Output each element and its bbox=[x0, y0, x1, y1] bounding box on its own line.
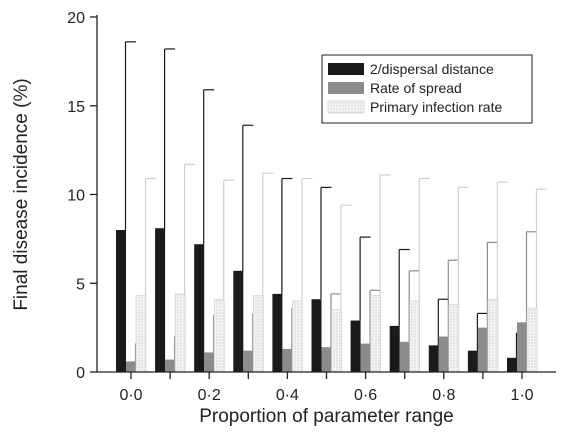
bar-0-10 bbox=[507, 357, 517, 372]
bar-0-2 bbox=[194, 244, 205, 372]
x-tick-label: 0·6 bbox=[354, 387, 377, 404]
bar-0-0 bbox=[116, 230, 126, 372]
x-axis-title: Proportion of parameter range bbox=[199, 406, 454, 427]
x-tick-label: 0·0 bbox=[119, 387, 142, 404]
bar-2-0 bbox=[135, 295, 147, 373]
x-tick-label: 0·8 bbox=[432, 387, 455, 404]
bar-2-7 bbox=[409, 300, 421, 373]
bar-1-9 bbox=[477, 327, 488, 372]
bar-1-8 bbox=[438, 336, 449, 372]
bar-2-10 bbox=[526, 307, 538, 373]
bar-0-6 bbox=[350, 320, 361, 372]
y-axis-title: Final disease incidence (%) bbox=[11, 78, 32, 310]
bar-2-3 bbox=[253, 295, 264, 373]
y-tick-label: 20 bbox=[67, 10, 85, 27]
bar-0-4 bbox=[272, 293, 283, 372]
bar-2-6 bbox=[370, 295, 381, 373]
bar-0-1 bbox=[155, 228, 166, 372]
bar-1-7 bbox=[399, 341, 410, 372]
bars-layer bbox=[116, 41, 547, 373]
bar-0-8 bbox=[428, 345, 439, 372]
bar-2-1 bbox=[174, 293, 186, 373]
legend: 2/dispersal distance Rate of spread Primar… bbox=[321, 54, 533, 124]
y-tick-label: 10 bbox=[67, 188, 85, 205]
bar-2-2 bbox=[213, 298, 225, 373]
bar-1-6 bbox=[360, 343, 371, 372]
bar-1-3 bbox=[243, 350, 254, 372]
bar-1-0 bbox=[126, 361, 136, 372]
bar-0-5 bbox=[311, 299, 322, 372]
bar-1-1 bbox=[165, 359, 176, 372]
labels-layer: 0 5 10 15 20 0·0 0·2 0·4 0·6 0·8 1·0 bbox=[67, 10, 533, 404]
bar-0-9 bbox=[467, 350, 478, 372]
bar-0-3 bbox=[233, 270, 244, 372]
bar-2-5 bbox=[331, 309, 342, 373]
bar-1-2 bbox=[204, 352, 215, 372]
y-tick-label: 5 bbox=[76, 276, 85, 293]
y-tick-label: 15 bbox=[67, 99, 85, 116]
bar-1-5 bbox=[321, 347, 332, 372]
bar-1-10 bbox=[517, 322, 527, 372]
bar-2-8 bbox=[448, 304, 460, 373]
x-tick-label: 0·4 bbox=[276, 387, 299, 404]
bar-2-4 bbox=[292, 300, 303, 373]
bar-1-4 bbox=[282, 348, 293, 372]
legend-label: Primary infection rate bbox=[370, 99, 502, 115]
x-tick-label: 1·0 bbox=[510, 387, 533, 404]
bar-2-9 bbox=[487, 298, 499, 373]
legend-swatch-2 bbox=[327, 100, 365, 114]
legend-swatch-0 bbox=[328, 63, 364, 75]
y-tick-label: 0 bbox=[76, 365, 85, 382]
axes-layer bbox=[90, 15, 556, 379]
bar-0-7 bbox=[389, 325, 400, 372]
legend-swatch-1 bbox=[328, 82, 364, 94]
legend-label: 2/dispersal distance bbox=[370, 61, 494, 77]
x-tick-label: 0·2 bbox=[198, 387, 221, 404]
legend-label: Rate of spread bbox=[370, 80, 462, 96]
